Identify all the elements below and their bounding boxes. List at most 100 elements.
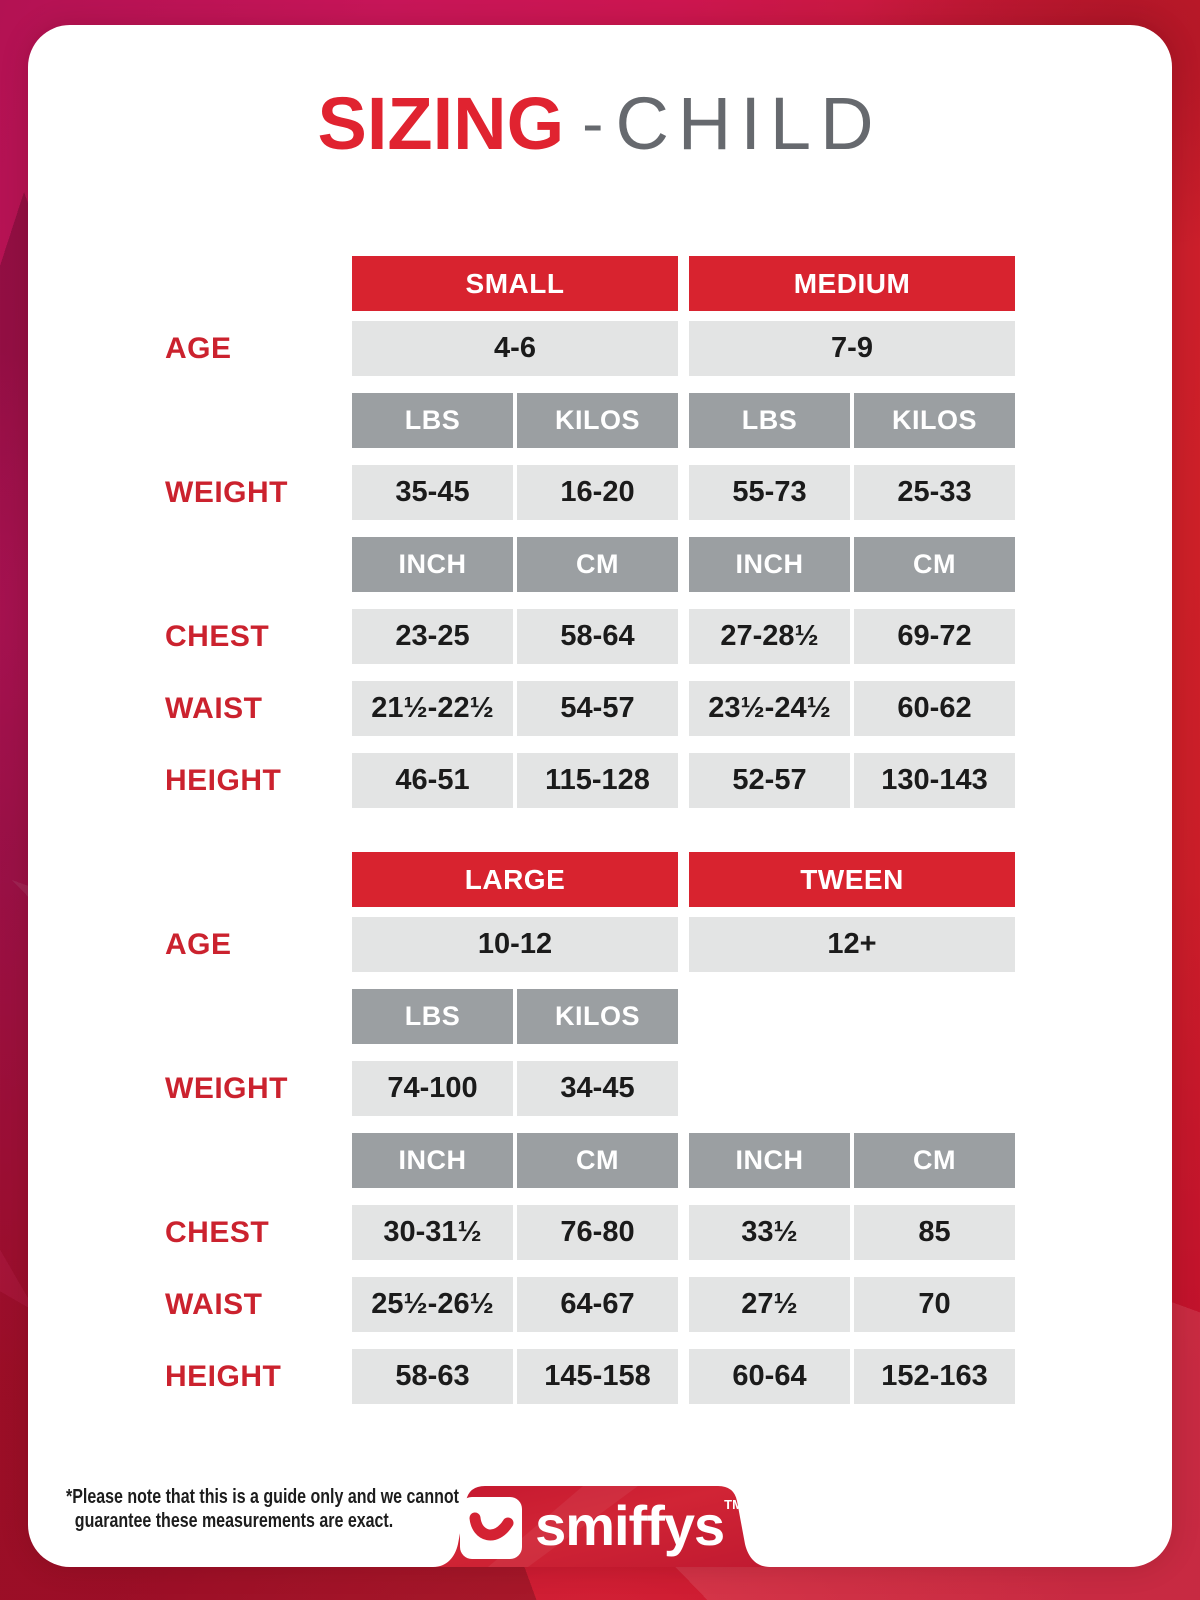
weight-value: 35-45 bbox=[352, 465, 513, 520]
unit-header-lbs: LBS bbox=[352, 989, 513, 1044]
unit-header-inch: INCH bbox=[352, 537, 513, 592]
weight-row: WEIGHT 35-45 16-20 55-73 25-33 bbox=[165, 465, 1172, 520]
unit-header-kilos: KILOS bbox=[517, 989, 678, 1044]
height-value: 60-64 bbox=[689, 1349, 850, 1404]
label-spacer bbox=[165, 1133, 352, 1188]
waist-value: 21½-22½ bbox=[352, 681, 513, 736]
waist-row: WAIST 25½-26½ 64-67 27½ 70 bbox=[165, 1277, 1172, 1332]
waist-value: 60-62 bbox=[854, 681, 1015, 736]
unit-header-lbs: LBS bbox=[352, 393, 513, 448]
weight-units-row: LBS KILOS bbox=[165, 989, 1172, 1044]
height-value: 115-128 bbox=[517, 753, 678, 808]
row-label-weight: WEIGHT bbox=[165, 1071, 288, 1105]
label-spacer bbox=[165, 256, 352, 311]
size-table-large-tween: LARGE TWEEN AGE 10-12 12+ LBS KILOS WEIG… bbox=[165, 852, 1172, 1404]
size-header-tween: TWEEN bbox=[689, 852, 1015, 907]
height-value: 145-158 bbox=[517, 1349, 678, 1404]
disclaimer-line-2: guarantee these measurements are exact. bbox=[74, 1510, 394, 1532]
waist-value: 23½-24½ bbox=[689, 681, 850, 736]
size-header-small: SMALL bbox=[352, 256, 678, 311]
measure-units-row: INCH CM INCH CM bbox=[165, 1133, 1172, 1188]
height-value: 130-143 bbox=[854, 753, 1015, 808]
size-header-large: LARGE bbox=[352, 852, 678, 907]
age-value-large: 10-12 bbox=[352, 917, 678, 972]
trademark-symbol: TM bbox=[724, 1497, 743, 1512]
chest-value: 76-80 bbox=[517, 1205, 678, 1260]
weight-value: 74-100 bbox=[352, 1061, 513, 1116]
age-value-tween: 12+ bbox=[689, 917, 1015, 972]
row-label-height: HEIGHT bbox=[165, 763, 282, 797]
height-value: 52-57 bbox=[689, 753, 850, 808]
age-value-small: 4-6 bbox=[352, 321, 678, 376]
height-value: 58-63 bbox=[352, 1349, 513, 1404]
waist-value: 54-57 bbox=[517, 681, 678, 736]
height-value: 46-51 bbox=[352, 753, 513, 808]
brand-text: smiffys bbox=[535, 1494, 725, 1557]
chest-row: CHEST 23-25 58-64 27-28½ 69-72 bbox=[165, 609, 1172, 664]
unit-header-inch: INCH bbox=[689, 537, 850, 592]
age-value-medium: 7-9 bbox=[689, 321, 1015, 376]
row-label-waist: WAIST bbox=[165, 1287, 263, 1321]
row-label-height: HEIGHT bbox=[165, 1359, 282, 1393]
weight-value: 34-45 bbox=[517, 1061, 678, 1116]
title-child: CHILD bbox=[615, 82, 883, 165]
label-spacer bbox=[165, 989, 352, 1044]
unit-header-kilos: KILOS bbox=[854, 393, 1015, 448]
disclaimer-note: *Please note that this is a guide only a… bbox=[66, 1485, 459, 1533]
chest-value: 85 bbox=[854, 1205, 1015, 1260]
smiffys-smile-icon bbox=[460, 1497, 523, 1559]
unit-header-cm: CM bbox=[517, 537, 678, 592]
waist-value: 64-67 bbox=[517, 1277, 678, 1332]
unit-header-cm: CM bbox=[517, 1133, 678, 1188]
disclaimer-line-1: *Please note that this is a guide only a… bbox=[66, 1486, 459, 1508]
measure-units-row: INCH CM INCH CM bbox=[165, 537, 1172, 592]
chest-value: 30-31½ bbox=[352, 1205, 513, 1260]
waist-row: WAIST 21½-22½ 54-57 23½-24½ 60-62 bbox=[165, 681, 1172, 736]
unit-header-lbs: LBS bbox=[689, 393, 850, 448]
label-spacer bbox=[165, 852, 352, 907]
logo-content: smiffysTM bbox=[433, 1481, 770, 1567]
chest-row: CHEST 30-31½ 76-80 33½ 85 bbox=[165, 1205, 1172, 1260]
chest-value: 33½ bbox=[689, 1205, 850, 1260]
size-table-small-medium: SMALL MEDIUM AGE 4-6 7-9 LBS KILOS LBS K… bbox=[165, 256, 1172, 808]
size-header-row: SMALL MEDIUM bbox=[165, 256, 1172, 311]
row-label-chest: CHEST bbox=[165, 619, 270, 653]
chest-value: 69-72 bbox=[854, 609, 1015, 664]
smiffys-wordmark: smiffysTM bbox=[535, 1498, 743, 1554]
size-header-row: LARGE TWEEN bbox=[165, 852, 1172, 907]
unit-header-inch: INCH bbox=[689, 1133, 850, 1188]
smiffys-logo: smiffysTM bbox=[433, 1481, 770, 1567]
weight-value: 25-33 bbox=[854, 465, 1015, 520]
label-spacer bbox=[165, 537, 352, 592]
unit-header-inch: INCH bbox=[352, 1133, 513, 1188]
unit-header-cm: CM bbox=[854, 1133, 1015, 1188]
height-row: HEIGHT 58-63 145-158 60-64 152-163 bbox=[165, 1349, 1172, 1404]
label-spacer bbox=[165, 393, 352, 448]
age-row: AGE 4-6 7-9 bbox=[165, 321, 1172, 376]
title-separator: - bbox=[582, 87, 604, 159]
waist-value: 70 bbox=[854, 1277, 1015, 1332]
row-label-waist: WAIST bbox=[165, 691, 263, 725]
chest-value: 58-64 bbox=[517, 609, 678, 664]
chest-value: 23-25 bbox=[352, 609, 513, 664]
weight-value: 16-20 bbox=[517, 465, 678, 520]
waist-value: 27½ bbox=[689, 1277, 850, 1332]
weight-value: 55-73 bbox=[689, 465, 850, 520]
weight-row: WEIGHT 74-100 34-45 bbox=[165, 1061, 1172, 1116]
row-label-weight: WEIGHT bbox=[165, 475, 288, 509]
height-value: 152-163 bbox=[854, 1349, 1015, 1404]
unit-header-cm: CM bbox=[854, 537, 1015, 592]
page-title: SIZING - CHILD bbox=[28, 83, 1172, 178]
sizing-card: SIZING - CHILD SMALL MEDIUM AGE 4-6 7-9 LB… bbox=[28, 25, 1172, 1567]
weight-units-row: LBS KILOS LBS KILOS bbox=[165, 393, 1172, 448]
unit-header-kilos: KILOS bbox=[517, 393, 678, 448]
row-label-chest: CHEST bbox=[165, 1215, 270, 1249]
row-label-age: AGE bbox=[165, 927, 232, 961]
size-header-medium: MEDIUM bbox=[689, 256, 1015, 311]
age-row: AGE 10-12 12+ bbox=[165, 917, 1172, 972]
title-sizing: SIZING bbox=[317, 82, 565, 165]
chest-value: 27-28½ bbox=[689, 609, 850, 664]
height-row: HEIGHT 46-51 115-128 52-57 130-143 bbox=[165, 753, 1172, 808]
row-label-age: AGE bbox=[165, 331, 232, 365]
